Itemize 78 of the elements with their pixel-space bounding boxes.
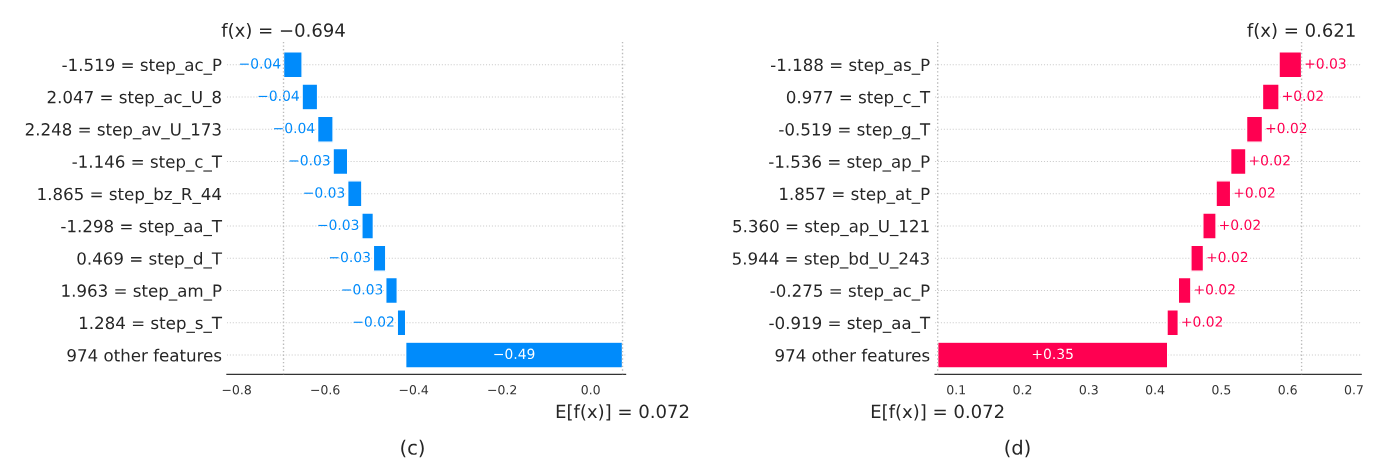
ref-line-label: f(x) = 0.621 [1247, 22, 1355, 40]
data-label: −0.04 [274, 122, 315, 134]
data-label: −0.02 [353, 316, 394, 327]
bar [396, 309, 407, 337]
data-label: −0.03 [318, 219, 359, 231]
x-tick-label: −0.6 [311, 385, 340, 395]
data-label: −0.03 [304, 187, 345, 198]
y-tick-label: 974 other features [775, 348, 930, 362]
text: (d) [1005, 439, 1030, 458]
x-tick-label: −0.2 [488, 385, 517, 395]
x-tick-label: −0.8 [222, 385, 251, 395]
y-tick-label: 2.248 = step_av_U_173 [25, 123, 221, 140]
y-tick-label: 1.284 = step_s_T [79, 316, 223, 333]
x-tick-label: 0.1 [947, 385, 965, 395]
y-tick-label: 974 other features [67, 348, 222, 362]
data-label: +0.02 [1194, 284, 1235, 295]
data-label: −0.04 [258, 90, 299, 101]
y-tick-label: -0.519 = step_g_T [779, 123, 931, 140]
y-tick-label: 0.977 = step_c_T [786, 90, 931, 108]
y-tick-label: -1.536 = step_ap_P [769, 155, 930, 172]
data-label: −0.03 [289, 155, 330, 166]
bar [1278, 51, 1303, 79]
data-label: +0.02 [1182, 316, 1223, 327]
data-label: −0.03 [342, 284, 383, 295]
ref-line-label: E[f(x)] = 0.072 [556, 404, 689, 421]
bar [1215, 180, 1232, 208]
y-tick-label: 5.944 = step_bd_U_243 [732, 251, 929, 269]
bar [282, 51, 303, 79]
bar [316, 115, 334, 143]
bar [361, 212, 375, 240]
bar [346, 180, 363, 208]
x-tick-label: 0.3 [1079, 385, 1098, 395]
bar [332, 147, 349, 176]
bar [1166, 309, 1179, 337]
bar [1229, 147, 1247, 176]
bar [385, 276, 398, 305]
y-tick-label: -1.298 = step_aa_T [61, 219, 223, 237]
x-tick-label: 0.6 [1278, 385, 1297, 395]
bar [301, 83, 319, 111]
x-tick-label: 0.5 [1212, 385, 1231, 395]
y-tick-label: 2.047 = step_ac_U_8 [47, 90, 221, 108]
data-label: +0.02 [1266, 122, 1307, 134]
y-tick-label: 0.469 = step_d_T [77, 251, 223, 269]
x-tick-label: −0.4 [399, 385, 429, 395]
data-label: +0.02 [1220, 219, 1260, 231]
data-label: +0.03 [1305, 58, 1346, 69]
bar [1202, 212, 1217, 240]
y-tick-label: -1.519 = step_ac_P [62, 58, 222, 75]
bar [372, 244, 387, 272]
ref-line-label: f(x) = −0.694 [221, 22, 345, 40]
x-tick-label: 0.4 [1145, 385, 1165, 395]
y-tick-label: -1.188 = step_as_P [771, 58, 930, 75]
ref-line-label: E[f(x)] = 0.072 [871, 404, 1004, 421]
x-tick-label: 0.2 [1013, 385, 1032, 395]
data-label: −0.04 [240, 58, 281, 69]
bar [1245, 115, 1264, 143]
data-label: −0.49 [494, 348, 535, 360]
y-tick-label: -1.146 = step_c_T [72, 155, 223, 172]
bar [936, 341, 1169, 369]
x-tick-label: 0.7 [1344, 385, 1363, 395]
y-tick-label: -0.275 = step_ac_P [770, 284, 930, 301]
data-label: +0.02 [1207, 251, 1248, 263]
data-label: +0.02 [1249, 155, 1290, 166]
y-tick-label: -0.919 = step_aa_T [769, 316, 931, 333]
data-label: +0.02 [1234, 187, 1275, 198]
y-tick-label: 1.865 = step_bz_R_44 [38, 187, 222, 204]
bar [1190, 244, 1205, 272]
bar [1177, 276, 1192, 305]
data-label: −0.03 [329, 251, 370, 263]
bar [404, 341, 624, 369]
bar [1261, 83, 1280, 111]
y-tick-label: 1.857 = step_at_P [780, 187, 930, 204]
data-label: +0.02 [1283, 90, 1323, 101]
y-tick-label: 1.963 = step_am_P [62, 284, 222, 301]
x-tick-label: 0.0 [581, 385, 600, 395]
data-label: +0.35 [1032, 348, 1073, 360]
y-tick-label: 5.360 = step_ap_U_121 [733, 219, 929, 237]
text: (c) [401, 439, 424, 458]
